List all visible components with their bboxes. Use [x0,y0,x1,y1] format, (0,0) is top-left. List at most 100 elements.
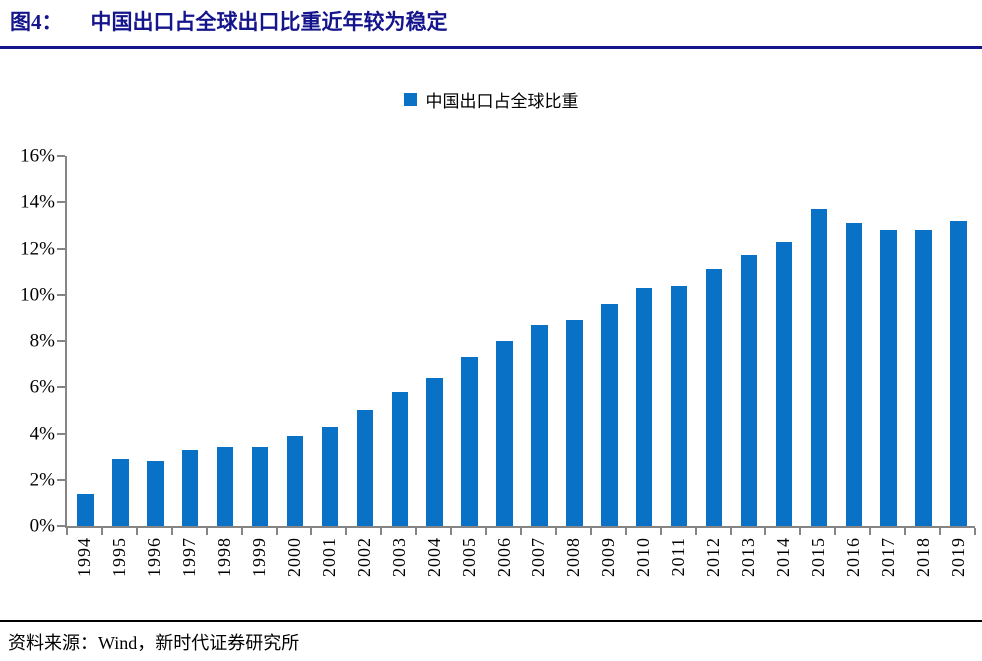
bar-2018 [915,230,932,526]
bar-1994 [77,493,94,526]
x-axis-tick [135,528,138,535]
x-axis-label-2002: 2002 [353,537,374,577]
bar-2000 [286,435,304,526]
bar-2013 [740,255,758,526]
y-axis-label: 12% [20,238,55,259]
x-axis-tick [100,528,103,535]
x-axis-label-2012: 2012 [703,537,724,577]
x-axis-tick [275,528,278,535]
bar-1995 [112,458,129,526]
y-axis-label: 6% [29,376,55,398]
x-axis-label-2004: 2004 [423,537,444,577]
x-axis-tick [415,528,418,535]
x-axis-tick [939,528,942,535]
y-axis-tick [57,293,65,296]
x-axis-label-2005: 2005 [458,537,479,577]
bar-2014 [775,241,793,526]
x-axis-tick [66,528,68,535]
x-axis-label-1997: 1997 [179,537,200,577]
x-axis-tick [310,528,313,535]
y-axis-tick [57,386,65,389]
bar-2004 [426,378,443,526]
bar-1996 [147,461,164,526]
x-axis-label-1996: 1996 [144,537,165,577]
x-axis-tick [520,528,522,535]
bar-2017 [880,230,897,526]
title-divider [0,46,982,49]
x-axis-label-1995: 1995 [109,537,130,577]
y-axis-label: 8% [29,330,55,352]
x-axis-tick [694,528,697,535]
x-axis-tick [450,528,453,535]
x-axis-label-1999: 1999 [249,537,270,577]
bar-chart-plot-area: 0% 2% 4% 6% 8% 10% 12% 14% 16% 1994 1995 1996 1997 19… [20,147,976,577]
x-axis-label-1994: 1994 [74,537,95,577]
x-axis-label-2006: 2006 [493,537,514,577]
bar-2006 [496,341,513,526]
bar-2001 [321,426,339,526]
y-axis-label: 16% [20,145,55,167]
figure-title-text: 中国出口占全球出口比重近年较为稳定 [90,10,448,34]
source-text: 资料来源：Wind，新时代证券研究所 [8,633,300,653]
x-axis-label-2010: 2010 [633,537,654,577]
x-axis-label-2019: 2019 [947,537,968,577]
x-axis-label-2017: 2017 [877,537,898,577]
bar-2008 [566,320,583,526]
bar-2003 [391,391,409,526]
bar-1998 [216,447,234,526]
figure-number: 图4： [10,10,63,34]
y-axis-tick [57,247,65,250]
x-axis-tick [904,528,907,535]
y-axis-tick [57,201,65,204]
bar-2002 [356,410,374,526]
x-axis-tick [589,528,592,535]
x-axis-tick [974,528,976,535]
y-axis-tick [57,155,65,157]
y-axis-label: 0% [29,515,55,537]
x-axis-label-2000: 2000 [284,537,304,577]
x-axis-tick [729,528,732,535]
chart-legend: 中国出口占全球比重 [0,87,982,112]
bar-2009 [601,304,618,526]
x-axis-label-1998: 1998 [214,537,235,577]
legend-marker-icon [403,93,417,106]
x-axis-label-2009: 2009 [598,537,619,577]
x-axis-label-2014: 2014 [772,537,793,577]
bar-2007 [531,324,548,526]
x-axis-tick [834,528,837,535]
bar-2005 [461,357,478,526]
x-axis-tick [240,528,243,535]
bar-2011 [670,285,688,526]
bar-1997 [181,449,199,526]
x-axis-tick [869,528,872,535]
x-axis-tick [205,528,208,535]
y-axis-tick [57,478,65,481]
x-axis-tick [799,528,802,535]
y-axis-label: 2% [29,469,55,491]
y-axis-tick [57,340,65,342]
x-axis-label-2015: 2015 [807,537,828,577]
y-axis-label: 14% [20,191,55,213]
x-axis-tick [485,528,488,535]
x-axis-tick [554,528,557,535]
bar-2016 [845,223,863,526]
x-axis-tick [659,528,662,535]
x-axis-label-2007: 2007 [528,537,549,577]
x-axis-label-2001: 2001 [318,537,339,577]
x-axis-label-2011: 2011 [668,537,689,577]
bar-1999 [251,447,269,526]
bar-2010 [635,287,653,526]
bar-2015 [810,209,828,526]
bar-2019 [950,220,967,526]
y-axis-tick [57,525,65,527]
x-axis-tick [380,528,383,535]
x-axis-label-2016: 2016 [842,537,863,577]
x-axis-tick [345,528,348,535]
y-axis-label: 10% [20,284,55,306]
y-axis-label: 4% [29,423,55,444]
bar-2012 [705,269,723,526]
x-axis-label-2003: 2003 [388,537,409,577]
x-axis-label-2008: 2008 [563,537,584,577]
x-axis-label-2018: 2018 [912,537,933,577]
